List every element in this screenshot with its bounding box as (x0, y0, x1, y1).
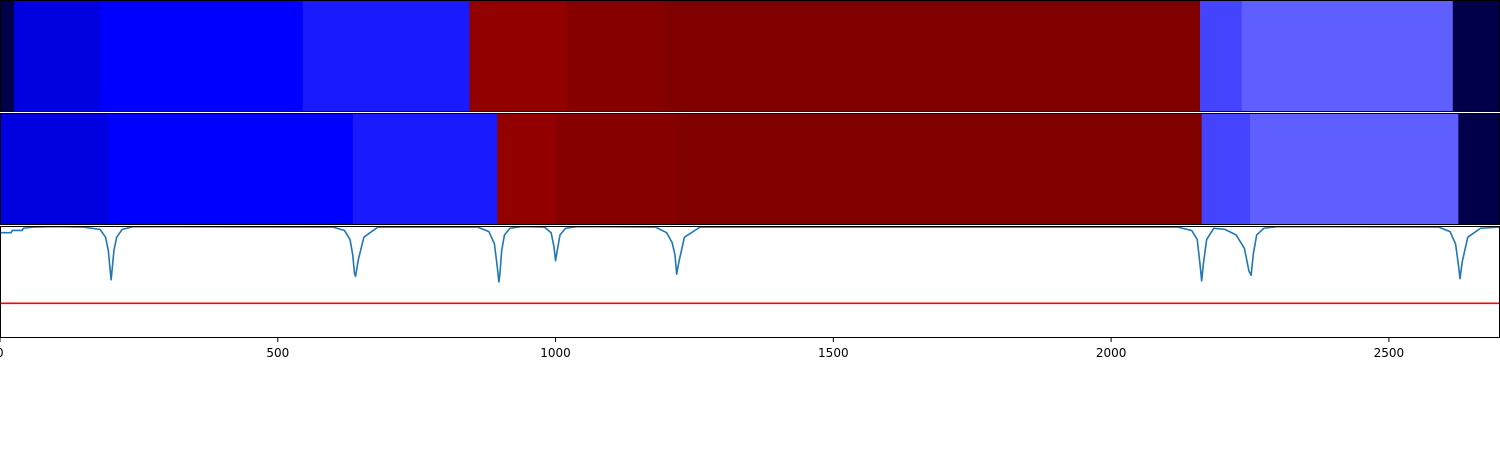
signal-line (0, 226, 1500, 283)
heatmap-panel-1 (0, 0, 1500, 112)
heat-segment (1200, 0, 1243, 112)
heat-segment (663, 0, 1201, 112)
x-tick-label: 0 (0, 346, 4, 360)
heat-segment (497, 113, 557, 225)
heat-segment (566, 0, 665, 112)
line-panel (0, 226, 1500, 338)
heat-segment (555, 113, 676, 225)
heat-segment (675, 113, 1203, 225)
x-tick-label: 1500 (818, 346, 849, 360)
heat-segment (1458, 113, 1500, 225)
heat-segment (0, 113, 109, 225)
heat-segment (108, 113, 354, 225)
x-tick-label: 2000 (1096, 346, 1127, 360)
heat-segment (1452, 0, 1500, 112)
heat-segment (1250, 113, 1459, 225)
heat-segment (302, 0, 470, 112)
heat-segment (1241, 0, 1454, 112)
x-tick-label: 1000 (540, 346, 571, 360)
heat-segment (0, 0, 15, 112)
heatmap-panel-2 (0, 113, 1500, 225)
heat-segment (352, 113, 498, 225)
x-axis: 0 500 1000 1500 2000 2500 (0, 338, 1404, 360)
heat-segment (100, 0, 304, 112)
heat-segment (13, 0, 101, 112)
x-tick-label: 500 (266, 346, 289, 360)
heat-segment (469, 0, 568, 112)
x-tick-label: 2500 (1374, 346, 1405, 360)
heat-segment (1201, 113, 1251, 225)
